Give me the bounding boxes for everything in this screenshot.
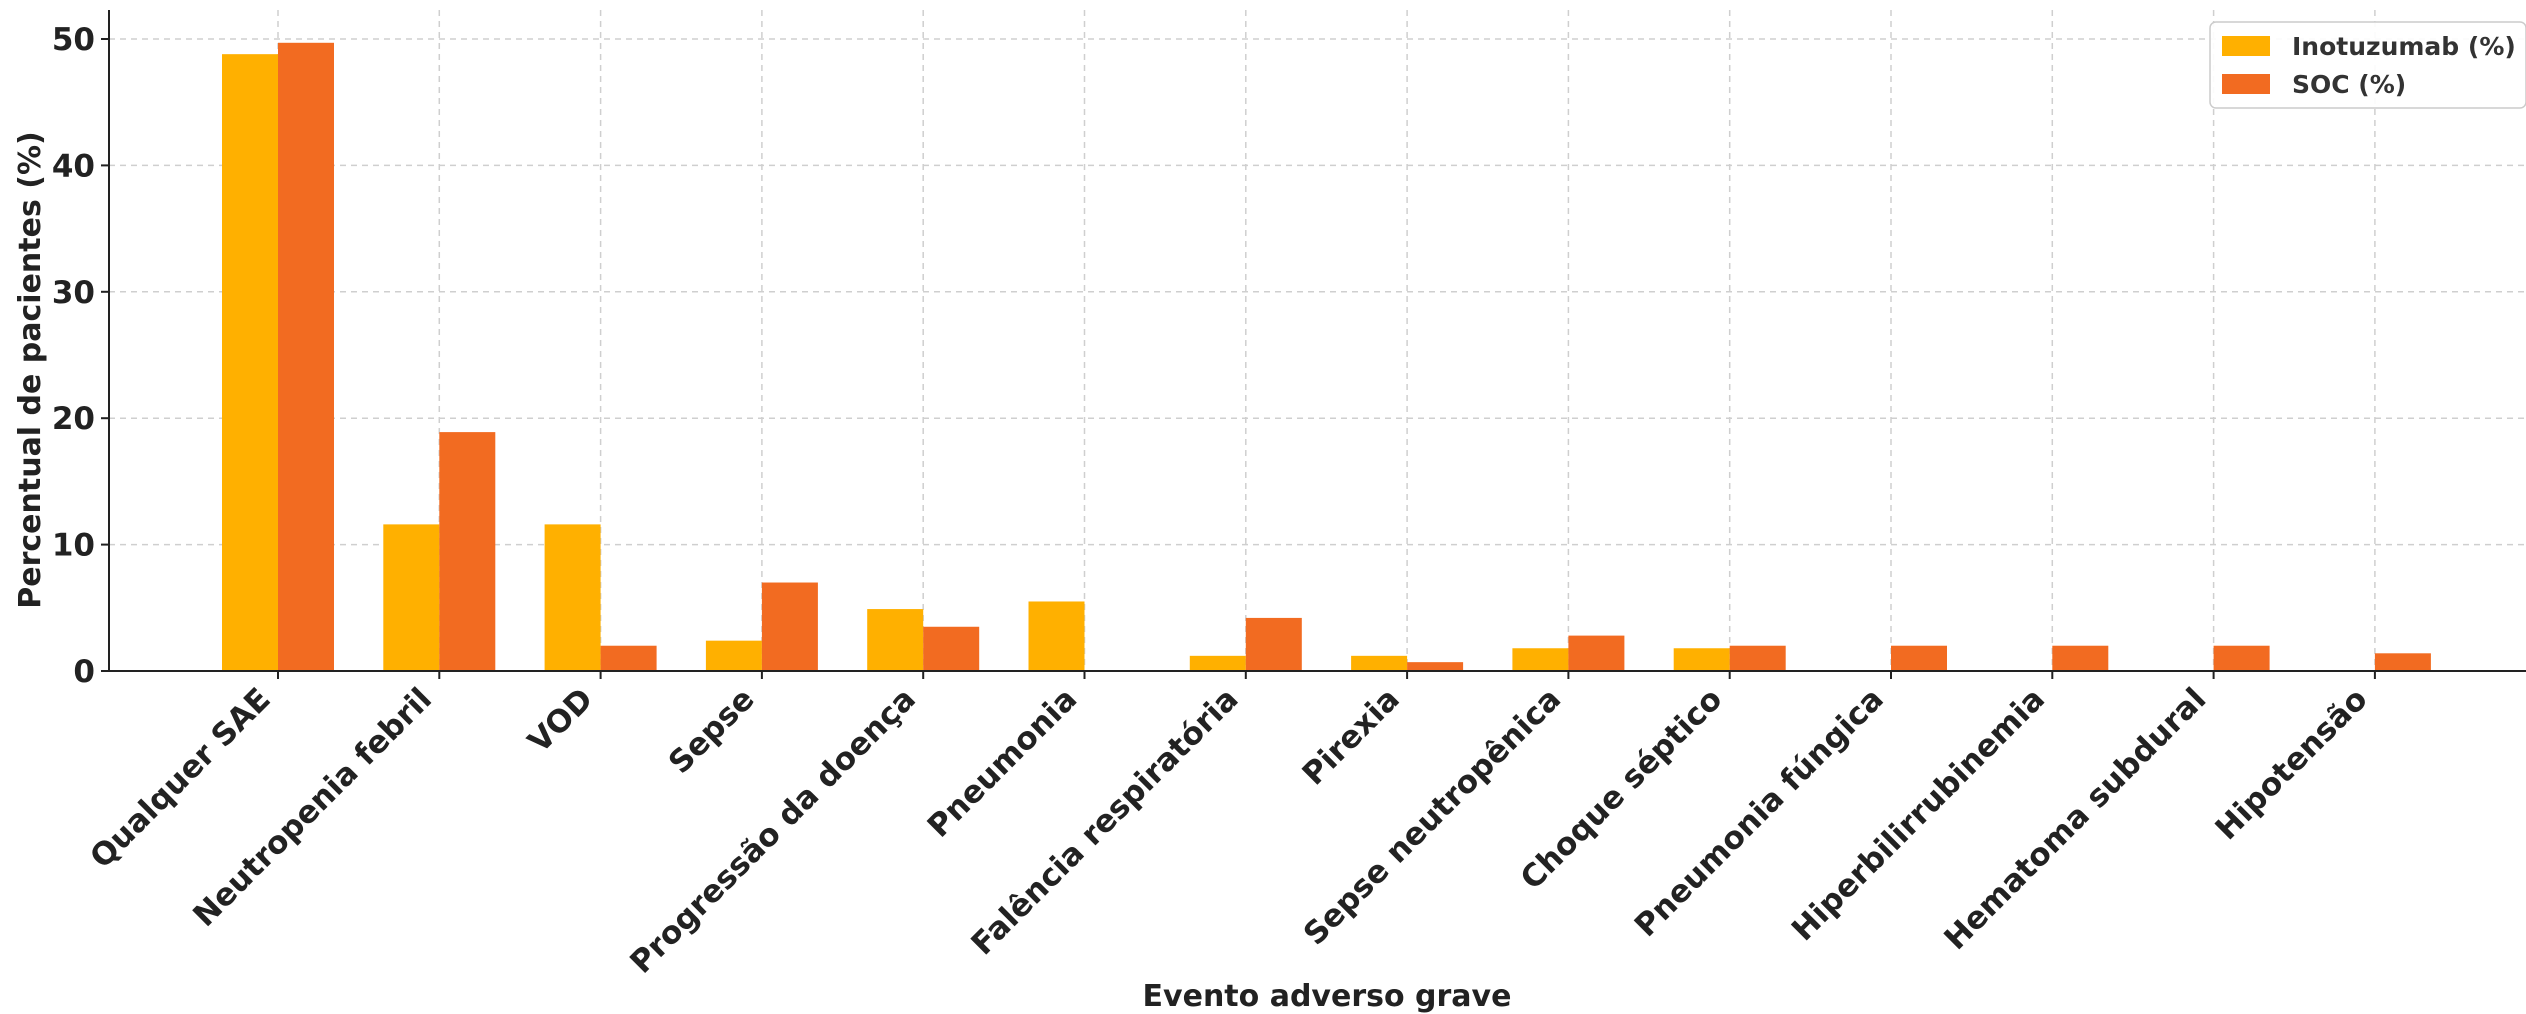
legend-swatch-inotuzumab xyxy=(2222,36,2270,56)
y-tick-label: 50 xyxy=(52,22,95,58)
bar-series-1-11 xyxy=(2052,645,2109,671)
legend-swatch-soc xyxy=(2222,74,2270,94)
legend-frame xyxy=(2209,21,2526,109)
bar-series-0-5 xyxy=(1028,601,1085,671)
bars xyxy=(222,42,2431,672)
bar-series-1-13 xyxy=(2374,653,2431,671)
bar-series-0-1 xyxy=(383,524,440,671)
grid-lines xyxy=(109,10,2526,672)
bar-series-1-9 xyxy=(1729,645,1786,671)
x-tick-label: VOD xyxy=(521,681,600,760)
x-tick-label: Sepse neutropênica xyxy=(1297,681,1568,952)
bar-series-1-2 xyxy=(600,645,657,671)
bar-series-0-0 xyxy=(222,54,278,672)
bar-series-0-4 xyxy=(867,609,924,671)
bar-series-1-12 xyxy=(2213,645,2270,671)
bar-series-0-8 xyxy=(1512,648,1569,671)
x-tick-label: Falência respiratória xyxy=(964,681,1245,962)
y-tick-label: 10 xyxy=(52,528,95,564)
y-axis-title: Percentual de pacientes (%) xyxy=(13,131,48,609)
bar-series-0-6 xyxy=(1189,655,1246,671)
bar-series-1-0 xyxy=(278,42,334,672)
bar-series-1-8 xyxy=(1568,635,1625,671)
bar-series-0-9 xyxy=(1673,648,1730,671)
legend-label-soc: SOC (%) xyxy=(2292,70,2406,99)
y-tick-label: 0 xyxy=(73,654,95,690)
x-tick-label: Pirexia xyxy=(1296,681,1407,792)
axes xyxy=(108,10,2526,672)
y-ticks: 0 10 20 30 40 50 xyxy=(52,22,109,690)
x-tick-label: Hematoma subdural xyxy=(1937,681,2213,957)
bar-series-1-1 xyxy=(439,432,496,671)
bar-series-0-7 xyxy=(1351,655,1408,671)
bar-series-1-10 xyxy=(1891,645,1947,671)
bar-series-1-3 xyxy=(761,582,818,671)
y-tick-label: 20 xyxy=(52,401,95,437)
y-tick-label: 30 xyxy=(52,275,95,311)
bar-series-1-7 xyxy=(1407,662,1464,671)
legend-label-inotuzumab: Inotuzumab (%) xyxy=(2292,32,2516,61)
bar-series-1-6 xyxy=(1245,617,1302,671)
x-axis-title: Evento adverso grave xyxy=(1143,979,1512,1014)
x-tick-label: Progressão da doença xyxy=(623,681,922,980)
bar-series-0-2 xyxy=(544,524,601,671)
bar-series-0-3 xyxy=(705,640,762,671)
legend: Inotuzumab (%) SOC (%) xyxy=(2209,21,2526,109)
bar-series-1-4 xyxy=(923,626,980,671)
x-tick-label: Pneumonia xyxy=(921,681,1084,844)
x-tick-label: Sepse xyxy=(662,681,762,781)
y-tick-label: 40 xyxy=(52,148,95,184)
x-tick-label: Hipotensão xyxy=(2209,681,2375,847)
